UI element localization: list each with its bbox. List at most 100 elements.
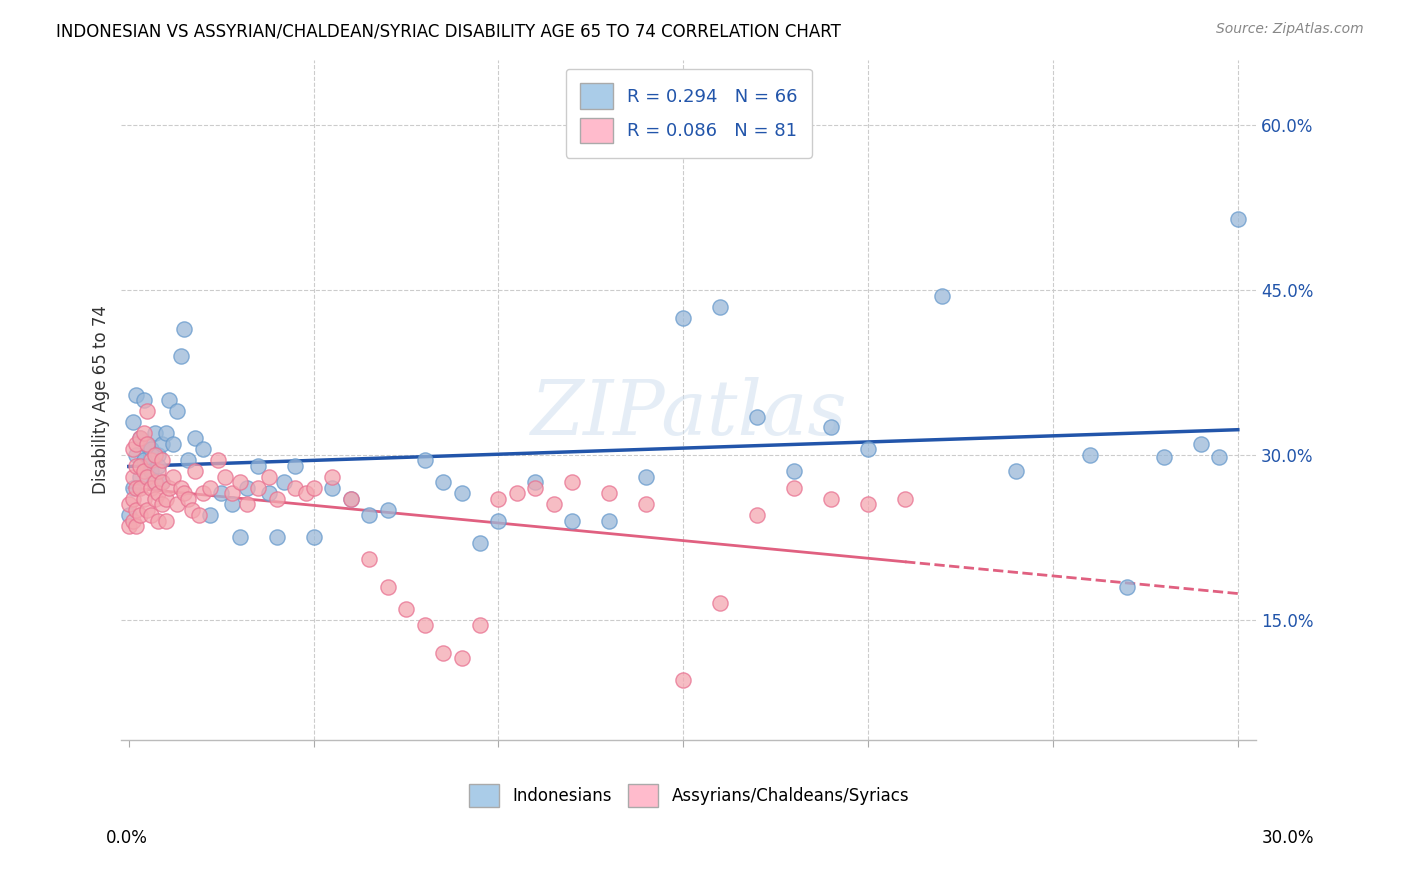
Point xyxy=(1189,437,1212,451)
Point xyxy=(132,392,155,407)
Point xyxy=(488,491,510,506)
Point xyxy=(468,536,491,550)
Point xyxy=(136,503,159,517)
Point xyxy=(221,497,243,511)
Point xyxy=(132,425,155,440)
Point xyxy=(139,481,162,495)
Point xyxy=(273,475,295,490)
Point xyxy=(783,464,806,478)
Point xyxy=(159,392,181,407)
Point xyxy=(506,486,529,500)
Point xyxy=(132,491,155,506)
Point xyxy=(166,404,188,418)
Point xyxy=(450,651,472,665)
Point xyxy=(1208,450,1230,464)
Point xyxy=(468,618,491,632)
Point xyxy=(1078,448,1101,462)
Point xyxy=(339,491,361,506)
Point xyxy=(139,508,162,523)
Point xyxy=(598,486,620,500)
Point xyxy=(129,481,152,495)
Point xyxy=(302,481,325,495)
Point xyxy=(148,458,170,473)
Point xyxy=(132,464,155,478)
Point xyxy=(139,453,162,467)
Point xyxy=(302,530,325,544)
Point xyxy=(543,497,565,511)
Point xyxy=(173,321,195,335)
Point xyxy=(191,442,214,457)
Point xyxy=(561,514,583,528)
Point xyxy=(894,491,917,506)
Text: ZIPatlas: ZIPatlas xyxy=(530,376,848,450)
Point xyxy=(184,464,207,478)
Text: Source: ZipAtlas.com: Source: ZipAtlas.com xyxy=(1216,22,1364,37)
Point xyxy=(266,530,288,544)
Point xyxy=(672,310,695,325)
Point xyxy=(321,481,343,495)
Text: INDONESIAN VS ASSYRIAN/CHALDEAN/SYRIAC DISABILITY AGE 65 TO 74 CORRELATION CHART: INDONESIAN VS ASSYRIAN/CHALDEAN/SYRIAC D… xyxy=(56,22,841,40)
Point xyxy=(198,508,221,523)
Point xyxy=(155,491,177,506)
Point xyxy=(121,442,143,457)
Point xyxy=(125,458,148,473)
Point xyxy=(672,673,695,687)
Point xyxy=(856,442,879,457)
Point xyxy=(118,519,141,533)
Point xyxy=(1153,450,1175,464)
Point xyxy=(129,432,152,446)
Point xyxy=(247,458,270,473)
Point xyxy=(169,481,191,495)
Point xyxy=(150,475,173,490)
Point xyxy=(118,497,141,511)
Point xyxy=(143,475,166,490)
Point xyxy=(339,491,361,506)
Point xyxy=(148,448,170,462)
Point xyxy=(395,601,418,615)
Point xyxy=(598,514,620,528)
Point xyxy=(856,497,879,511)
Point xyxy=(229,530,252,544)
Point xyxy=(266,491,288,506)
Point xyxy=(636,497,658,511)
Point xyxy=(136,404,159,418)
Point xyxy=(1005,464,1028,478)
Point xyxy=(180,503,202,517)
Point xyxy=(129,458,152,473)
Text: 30.0%: 30.0% xyxy=(1263,829,1315,847)
Point xyxy=(820,491,842,506)
Point xyxy=(236,497,259,511)
Point xyxy=(747,409,769,424)
Point xyxy=(136,458,159,473)
Point xyxy=(125,448,148,462)
Point xyxy=(162,437,184,451)
Point xyxy=(136,437,159,451)
Point xyxy=(118,508,141,523)
Point xyxy=(295,486,318,500)
Point xyxy=(148,486,170,500)
Point xyxy=(173,486,195,500)
Point xyxy=(121,491,143,506)
Point xyxy=(413,618,436,632)
Point xyxy=(121,470,143,484)
Point xyxy=(432,646,454,660)
Point xyxy=(125,519,148,533)
Point xyxy=(150,497,173,511)
Point xyxy=(377,580,399,594)
Point xyxy=(820,420,842,434)
Point xyxy=(524,475,547,490)
Point xyxy=(136,470,159,484)
Point xyxy=(359,552,381,566)
Point xyxy=(121,481,143,495)
Point xyxy=(636,470,658,484)
Point xyxy=(129,470,152,484)
Point xyxy=(191,486,214,500)
Point xyxy=(150,475,173,490)
Point xyxy=(284,481,307,495)
Point xyxy=(247,481,270,495)
Point xyxy=(150,453,173,467)
Point xyxy=(214,470,236,484)
Point xyxy=(143,491,166,506)
Point xyxy=(1226,211,1249,226)
Point xyxy=(148,464,170,478)
